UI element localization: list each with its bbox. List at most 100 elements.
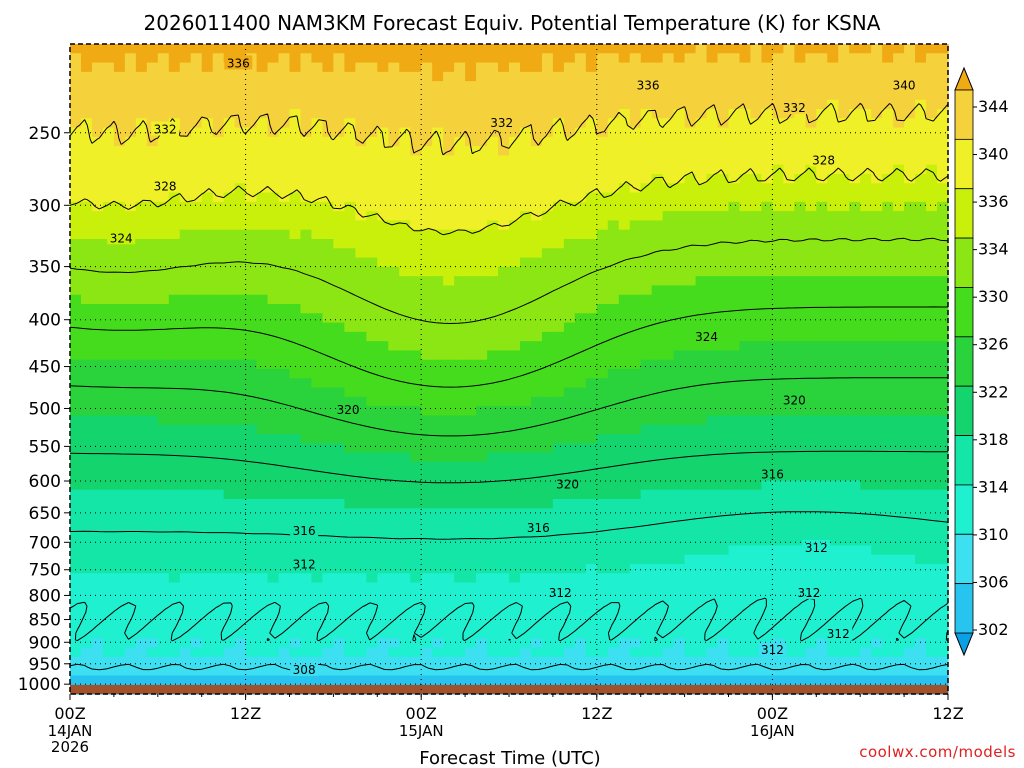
field-cell [498,610,510,621]
field-cell [344,536,356,547]
field-cell [618,564,631,574]
field-cell [509,582,521,593]
field-cell [80,90,93,101]
field-cell [113,443,126,454]
field-cell [443,257,455,268]
field-cell [629,499,642,509]
field-cell [772,53,784,64]
field-cell [728,369,741,379]
field-cell [640,248,653,259]
field-cell [750,239,763,249]
field-cell [662,192,675,203]
field-cell [552,443,565,454]
field-cell [882,266,894,277]
field-cell [574,499,587,509]
field-cell [706,174,719,184]
field-cell [585,44,598,54]
field-cell [179,229,192,240]
field-cell [476,192,488,203]
field-cell [454,99,466,110]
field-cell [70,136,82,147]
field-cell [201,257,214,268]
field-cell [157,229,170,240]
field-cell [805,276,817,287]
field-cell [860,304,872,314]
field-cell [322,44,334,54]
field-cell [146,564,159,574]
field-cell [476,424,488,435]
field-cell [651,229,664,240]
field-cell [509,396,521,407]
field-cell [201,359,214,370]
field-cell [388,174,400,184]
field-cell [662,285,675,296]
field-cell [102,452,115,463]
field-cell [618,480,631,491]
field-cell [552,90,565,101]
field-cell [684,443,697,454]
field-cell [311,99,324,110]
field-cell [717,369,730,379]
field-cell [388,554,400,565]
field-cell [157,480,170,491]
field-cell [871,424,883,435]
field-cell [278,378,291,389]
field-cell [300,443,313,454]
field-cell [596,109,609,119]
field-cell [695,136,708,147]
field-cell [190,452,203,463]
field-cell [91,109,104,119]
field-cell [574,44,587,54]
field-cell [245,517,258,528]
field-cell [937,369,949,379]
field-cell [607,183,620,194]
field-cell [135,452,148,463]
field-cell [476,53,488,64]
field-cell [563,434,576,444]
field-cell [651,155,664,166]
field-cell [157,396,170,407]
field-cell [311,434,324,444]
field-cell [70,276,82,287]
field-cell [355,564,367,574]
field-cell [498,573,510,584]
field-cell [344,192,356,203]
field-cell [410,341,422,352]
field-cell [113,508,126,519]
field-cell [366,434,378,444]
field-cell [684,554,697,565]
field-cell [783,44,795,54]
field-cell [882,109,894,119]
field-cell [168,582,181,593]
field-cell [673,517,686,528]
field-cell [113,536,126,547]
field-cell [585,164,598,175]
field-cell [827,304,839,314]
field-cell [421,424,433,435]
field-cell [146,415,159,426]
field-cell [311,118,324,129]
field-cell [662,480,675,491]
field-cell [695,406,708,417]
field-cell [190,81,203,92]
field-cell [629,369,642,379]
field-cell [179,266,192,277]
field-cell [80,610,93,621]
field-cell [717,499,730,509]
field-cell [937,424,949,435]
field-cell [388,164,400,175]
field-cell [673,573,686,584]
field-cell [366,211,378,222]
field-cell [937,294,949,305]
field-cell [234,452,247,463]
field-cell [366,174,378,184]
field-cell [344,294,356,305]
field-cell [640,480,653,491]
field-cell [706,369,719,379]
field-cell [662,239,675,249]
field-cell [410,211,422,222]
field-cell [201,211,214,222]
field-cell [860,480,872,491]
field-cell [860,239,872,249]
field-cell [684,601,697,612]
